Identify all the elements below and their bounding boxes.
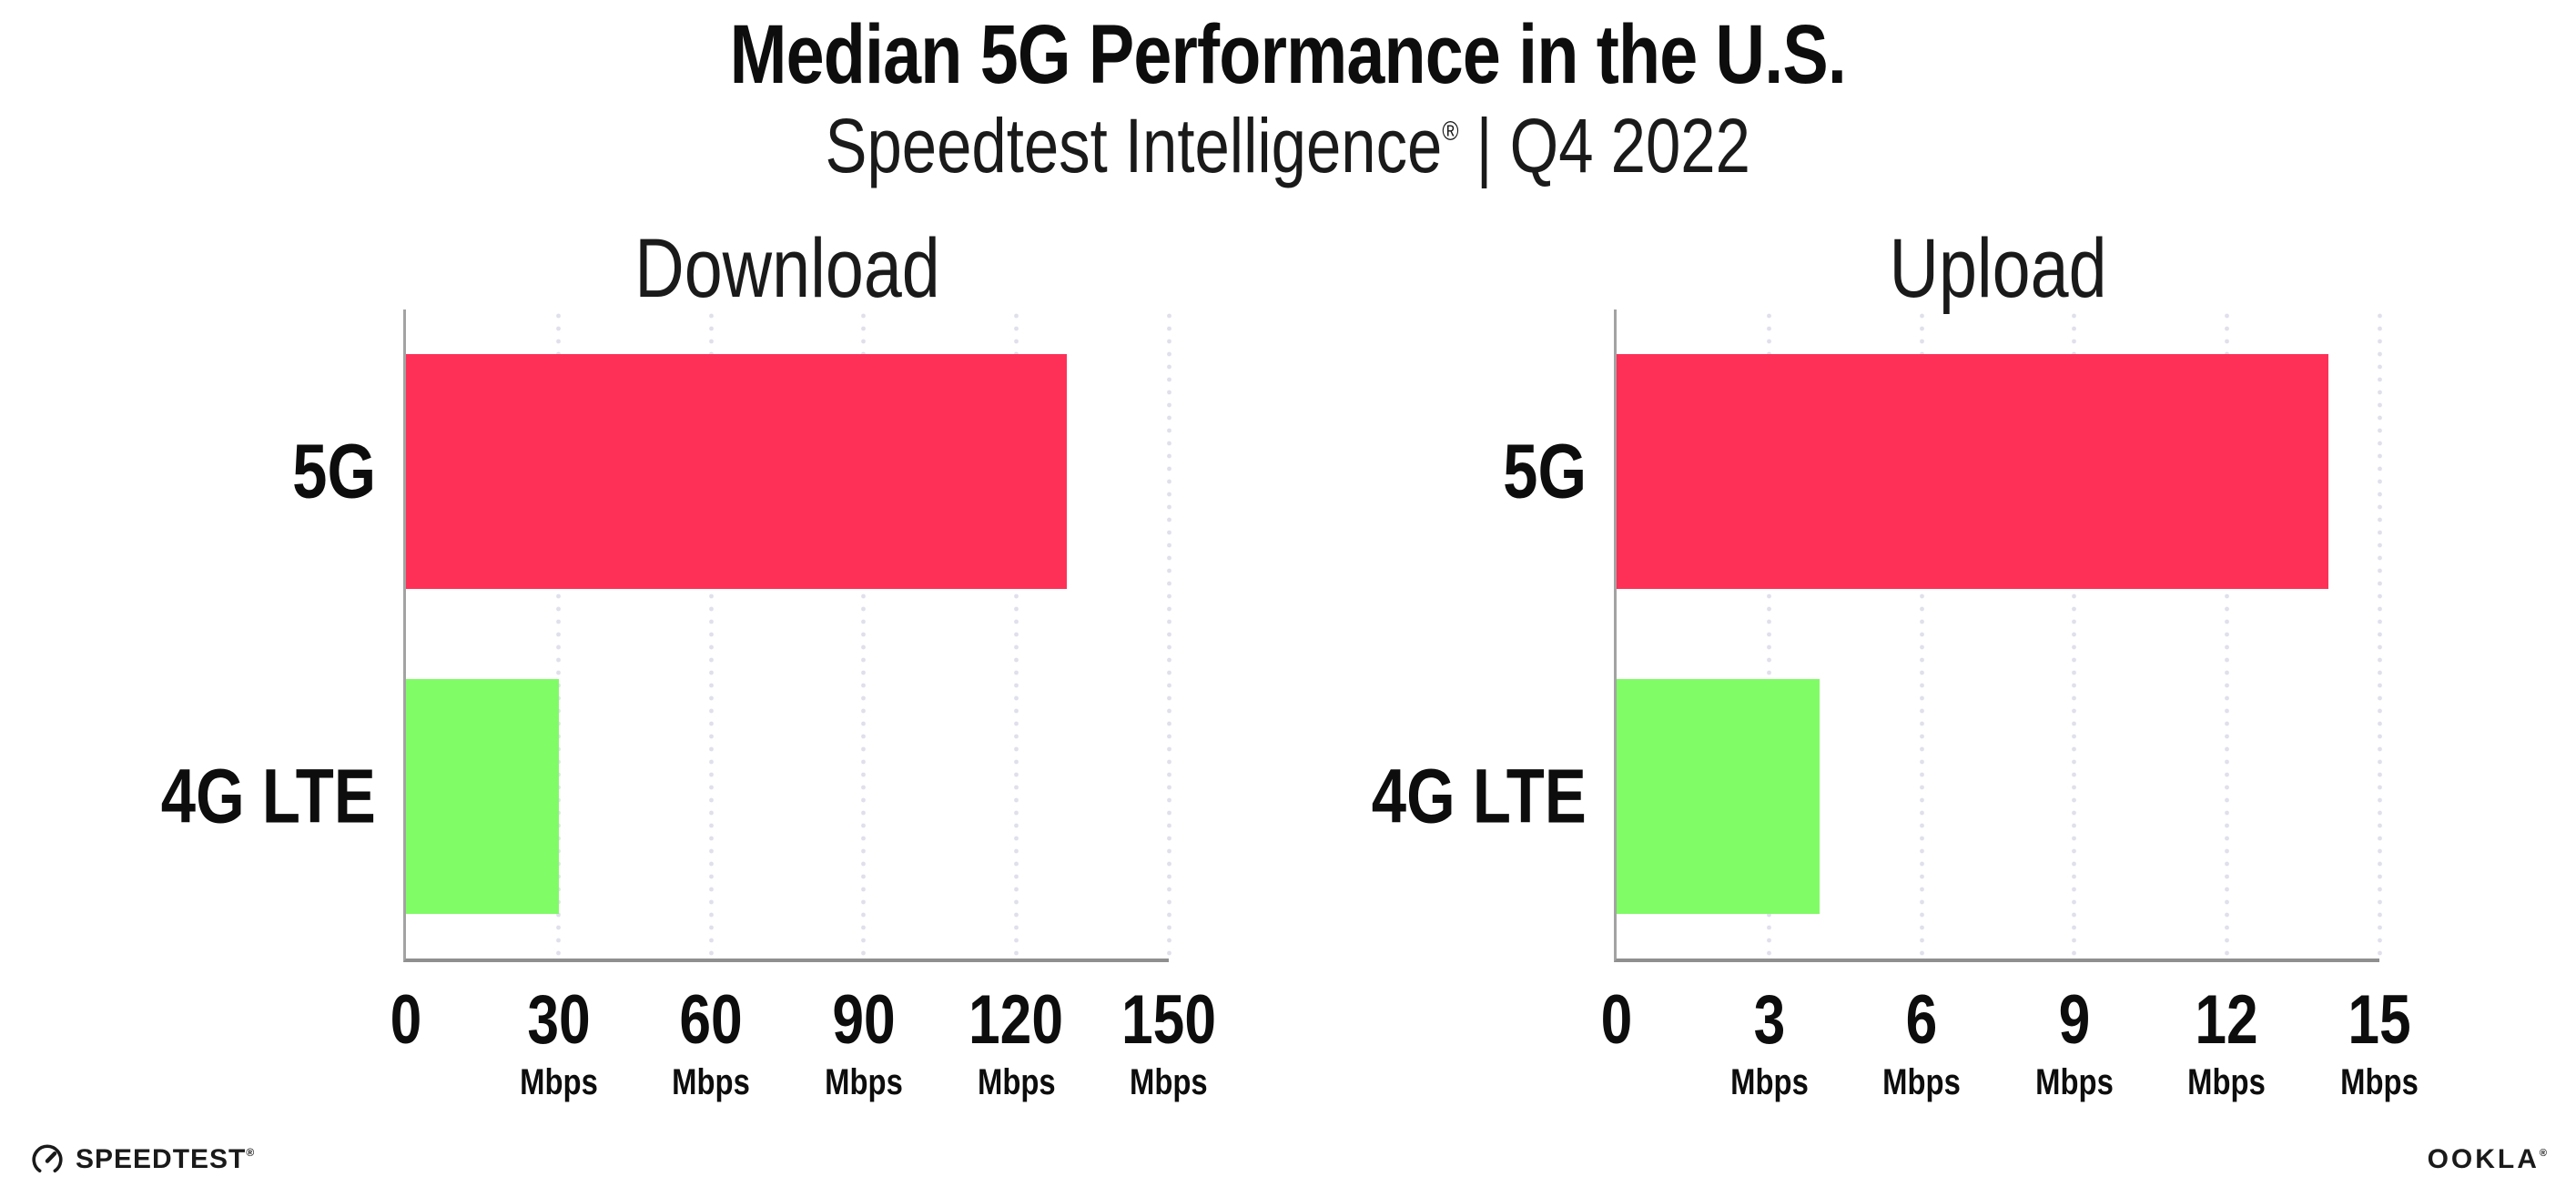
x-tick-value: 9	[2058, 981, 2091, 1059]
x-tick-download-30: 30 Mbps	[511, 986, 605, 1101]
page-title: Median 5G Performance in the U.S.	[0, 11, 2576, 99]
upload-chart: Upload 0 3 Mbps 6 Mbps 9 Mbps 12 Mbps 15 Mbps 5G 4G …	[1372, 222, 2419, 1101]
x-tick-value: 12	[2195, 981, 2259, 1059]
speedtest-gauge-icon	[32, 1144, 63, 1173]
subtitle-brand: Speedtest Intelligence	[825, 103, 1443, 188]
ookla-logo: OOKLA®	[2428, 1144, 2547, 1175]
x-tick-download-90: 90 Mbps	[816, 986, 911, 1101]
x-tick-download-0: 0	[387, 986, 425, 1055]
x-tick-upload-15: 15 Mbps	[2332, 986, 2427, 1101]
gridline-60	[708, 309, 714, 962]
x-tick-value: 0	[390, 981, 422, 1059]
ookla-wordmark: OOKLA	[2427, 1144, 2540, 1174]
x-tick-upload-0: 0	[1597, 986, 1636, 1055]
category-label-download-5g: 5G	[292, 428, 376, 514]
x-tick-unit: Mbps	[1729, 1062, 1809, 1102]
x-tick-value: 6	[1905, 981, 1938, 1059]
x-tick-upload-6: 6 Mbps	[1874, 986, 1969, 1101]
gridline-90	[861, 309, 867, 962]
x-tick-upload-12: 12 Mbps	[2179, 986, 2274, 1101]
page-subtitle: Speedtest Intelligence® | Q4 2022	[0, 106, 2576, 186]
x-tick-download-150: 150 Mbps	[1111, 986, 1227, 1101]
speedtest-registered-mark-icon: ®	[246, 1146, 256, 1159]
x-tick-unit: Mbps	[2034, 1062, 2114, 1102]
x-tick-value: 3	[1753, 981, 1785, 1059]
x-tick-value: 150	[1121, 981, 1216, 1059]
x-tick-download-120: 120 Mbps	[958, 986, 1074, 1101]
x-tick-unit: Mbps	[1130, 1062, 1208, 1102]
bar-upload-4g-lte	[1617, 678, 1820, 914]
x-tick-value: 0	[1600, 981, 1633, 1059]
gridline-15	[2377, 309, 2382, 962]
gridline-120	[1013, 309, 1019, 962]
speedtest-wordmark: SPEEDTEST®	[76, 1144, 256, 1174]
x-tick-unit: Mbps	[672, 1062, 751, 1102]
x-tick-download-60: 60 Mbps	[664, 986, 758, 1101]
ookla-registered-mark-icon: ®	[2539, 1148, 2547, 1159]
x-tick-value: 120	[969, 981, 1064, 1059]
category-label-upload-4g-lte: 4G LTE	[1371, 753, 1587, 839]
bar-download-5g	[406, 354, 1068, 590]
x-tick-unit: Mbps	[977, 1062, 1056, 1102]
registered-mark-icon: ®	[1442, 117, 1459, 147]
download-chart-title: Download	[634, 222, 940, 315]
gridline-150	[1166, 309, 1171, 962]
x-tick-value: 60	[679, 981, 743, 1059]
gridline-30	[556, 309, 562, 962]
gridline-12	[2224, 309, 2229, 962]
category-label-upload-5g: 5G	[1503, 428, 1587, 514]
x-tick-unit: Mbps	[2340, 1062, 2419, 1102]
download-chart: Download 0 30 Mbps 60 Mbps 90 Mbps 120 Mbps 150 Mb…	[161, 222, 1216, 1101]
x-tick-upload-9: 9 Mbps	[2027, 986, 2122, 1101]
x-tick-unit: Mbps	[519, 1062, 598, 1102]
x-tick-value: 30	[526, 981, 591, 1059]
x-tick-unit: Mbps	[1882, 1062, 1962, 1102]
x-tick-unit: Mbps	[824, 1062, 903, 1102]
upload-chart-title: Upload	[1889, 222, 2107, 315]
bar-download-4g-lte	[406, 678, 559, 914]
category-label-download-4g-lte: 4G LTE	[160, 753, 376, 839]
bar-upload-5g	[1617, 354, 2329, 590]
page-title-text: Median 5G Performance in the U.S.	[729, 8, 1847, 101]
x-tick-value: 90	[832, 981, 896, 1059]
subtitle-period: | Q4 2022	[1458, 103, 1751, 188]
gridline-6	[1919, 309, 1924, 962]
x-tick-upload-3: 3 Mbps	[1721, 986, 1816, 1101]
gridline-9	[2072, 309, 2077, 962]
speedtest-logo: SPEEDTEST®	[30, 1142, 255, 1177]
gridline-3	[1767, 309, 1772, 962]
x-tick-unit: Mbps	[2187, 1062, 2267, 1102]
x-tick-value: 15	[2348, 981, 2411, 1059]
